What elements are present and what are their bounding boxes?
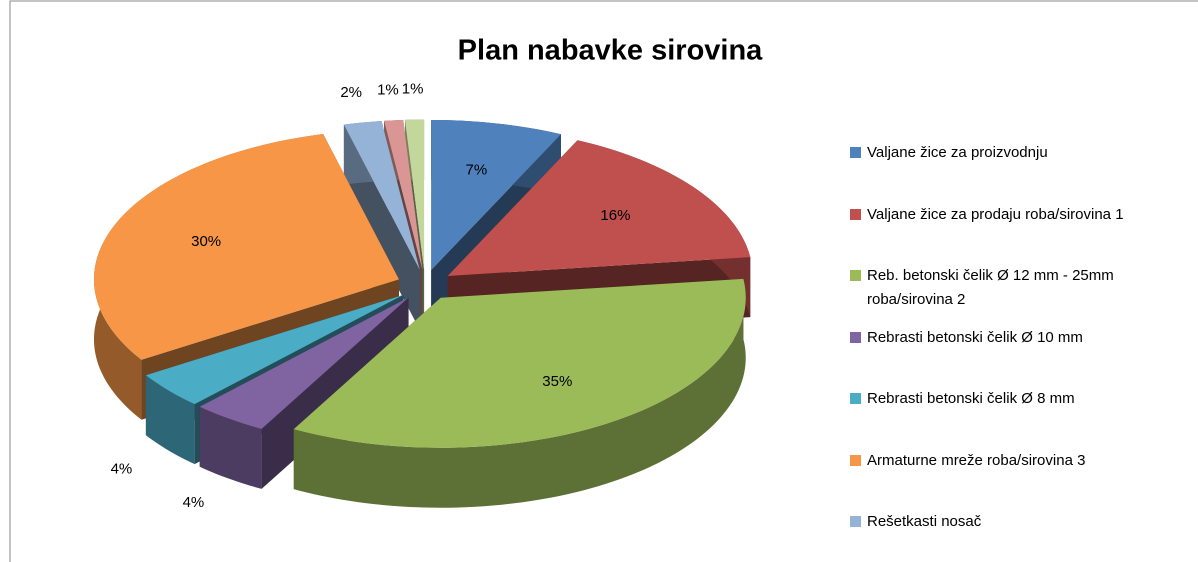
legend-label: Valjane žice za proizvodnju: [867, 144, 1048, 161]
data-label: 35%: [542, 373, 572, 390]
legend-swatch: [850, 270, 861, 281]
legend-swatch: [850, 454, 861, 466]
slice: [293, 278, 746, 508]
legend-label: Rebrasti betonski čelik Ø 10 mm: [867, 328, 1083, 346]
slice-top: [343, 121, 420, 270]
data-label: 1%: [377, 81, 399, 98]
legend-item: Rebrasti betonski čelik Ø 8 mm: [850, 387, 1190, 411]
slice: [447, 140, 751, 336]
data-label: 2%: [340, 84, 362, 101]
legend-swatch: [850, 516, 861, 527]
legend-label: Reb. betonski čelik Ø 12 mm - 25mm roba/…: [867, 267, 1114, 308]
slice-top: [145, 294, 404, 405]
legend-label: Rešetkasti nosač: [867, 513, 982, 530]
legend-item: Reb. betonski čelik Ø 12 mm - 25mm roba/…: [850, 264, 1190, 312]
slice-side: [199, 406, 262, 489]
slice-top: [293, 278, 746, 448]
slice-top: [93, 134, 399, 360]
data-label: 30%: [191, 233, 221, 250]
data-label: 1%: [402, 81, 424, 98]
data-label: 7%: [466, 161, 488, 178]
legend-swatch: [850, 331, 861, 343]
frame-border: [9, 0, 1198, 562]
legend-swatch: [850, 393, 861, 404]
legend-label: Armaturne mreže roba/sirovina 3: [867, 451, 1086, 469]
legend-swatch: [850, 147, 861, 158]
data-label: 4%: [111, 461, 133, 478]
legend-item: Valjane žice za prodaju roba/sirovina 1: [850, 203, 1190, 227]
legend-item: Armaturne mreže roba/sirovina 3: [850, 449, 1190, 473]
legend-label: Valjane žice za prodaju roba/sirovina 1: [867, 205, 1124, 223]
slice-wall: [145, 294, 404, 436]
legend-item: Rebrasti betonski čelik Ø 10 mm: [850, 326, 1190, 350]
chart-title: Plan nabavke sirovina: [458, 35, 764, 67]
slice: [343, 121, 420, 330]
data-label: 16%: [600, 207, 630, 224]
slice-side: [293, 278, 746, 508]
legend-item: Valjane žice za proizvodnju: [850, 141, 1190, 165]
slice-top: [199, 297, 409, 429]
slice-top: [384, 119, 423, 270]
legend-swatch: [850, 208, 861, 220]
slice-top: [431, 119, 561, 270]
slice-top: [447, 140, 751, 276]
legend-label: Rebrasti betonski čelik Ø 8 mm: [867, 390, 1075, 407]
data-label: 4%: [183, 494, 205, 511]
legend-item: Rešetkasti nosač: [850, 510, 1190, 534]
slice-top: [404, 119, 425, 270]
slice-side: [145, 375, 195, 465]
